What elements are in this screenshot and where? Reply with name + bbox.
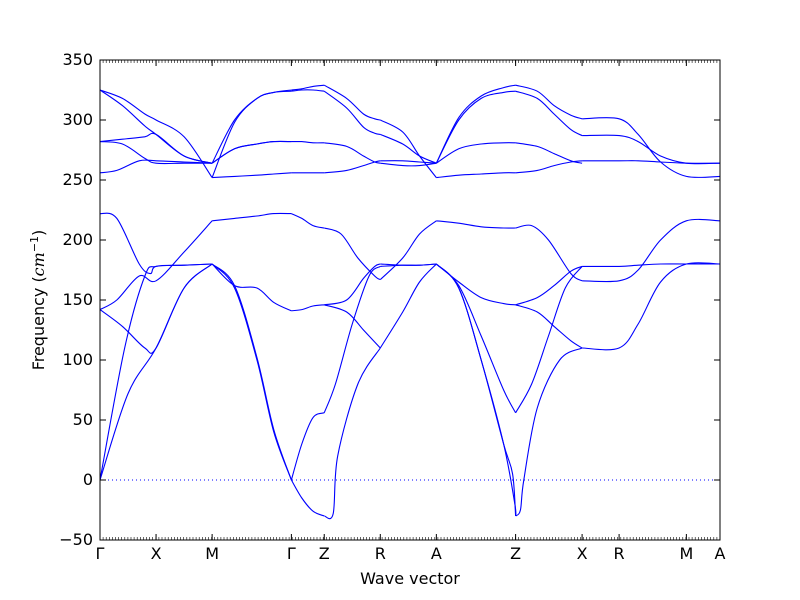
dispersion-branch-52	[435, 84, 516, 164]
dispersion-branch-19	[290, 479, 325, 517]
dispersion-branch-6	[99, 141, 213, 165]
dispersion-branch-49	[436, 142, 516, 164]
dispersion-branch-27	[324, 347, 381, 520]
kpoint-label: A	[715, 544, 726, 563]
dispersion-branch-54	[515, 266, 583, 414]
kpoint-label: A	[431, 544, 442, 563]
dispersion-branch-22	[291, 213, 325, 229]
y-axis-label-close: )	[29, 230, 48, 236]
dispersion-branch-42	[380, 133, 437, 164]
kpoint-label: Γ	[96, 544, 105, 563]
dispersion-branch-10	[211, 263, 292, 481]
y-tick-label: 200	[62, 230, 93, 249]
dispersion-branch-39	[380, 263, 437, 266]
dispersion-branch-40	[380, 160, 437, 164]
kpoint-label: X	[577, 544, 588, 563]
dispersion-branch-7	[99, 132, 213, 164]
dispersion-branch-15	[211, 140, 292, 164]
dispersion-branch-5	[99, 159, 213, 174]
dispersion-branch-63	[582, 218, 721, 283]
kpoint-label: M	[205, 544, 219, 563]
y-tick-label: 0	[83, 470, 93, 489]
dispersion-branch-46	[435, 263, 517, 414]
dispersion-branch-30	[324, 304, 381, 349]
dispersion-branch-64	[582, 263, 720, 268]
dispersion-branch-60	[515, 90, 583, 137]
dispersion-branch-55	[515, 304, 583, 349]
dispersion-branch-34	[323, 90, 381, 135]
dispersion-branch-9	[99, 89, 213, 178]
kpoint-label: M	[679, 544, 693, 563]
dispersion-branch-56	[515, 265, 583, 306]
dispersion-branch-16	[212, 172, 292, 179]
y-axis-ticks: −50 0 50 100 150 200 250 300 350	[59, 50, 720, 549]
y-tick-label: 250	[62, 170, 93, 189]
y-tick-label: 150	[62, 290, 93, 309]
dispersion-branch-36	[379, 263, 437, 349]
y-tick-label: 350	[62, 50, 93, 69]
x-axis-label: Wave vector	[360, 569, 460, 588]
kpoint-label: R	[375, 544, 386, 563]
dispersion-branch-45	[435, 263, 517, 517]
y-tick-label: 300	[62, 110, 93, 129]
dispersion-branch-32	[324, 160, 381, 174]
dispersion-branch-13	[212, 212, 292, 222]
y-tick-label: −50	[59, 530, 93, 549]
dispersion-branch-25	[291, 89, 325, 92]
dispersion-branch-4	[99, 212, 213, 275]
plot-frame	[99, 59, 721, 541]
y-axis-label-exponent: −1	[28, 236, 41, 252]
kpoint-label: X	[151, 544, 162, 563]
dispersion-branch-58	[515, 160, 583, 174]
dispersion-branch-48	[436, 220, 516, 229]
dispersion-branch-41	[380, 162, 437, 167]
dispersion-branch-47	[436, 263, 516, 306]
dispersion-branch-23	[291, 140, 325, 144]
dispersion-branch-59	[515, 142, 583, 164]
dispersion-branch-28	[323, 265, 381, 413]
dispersion-branch-11	[211, 263, 292, 481]
dispersion-branch-50	[436, 172, 516, 179]
dispersion-branch-51	[435, 90, 516, 164]
y-axis-label-unit: cm	[29, 252, 48, 276]
dispersion-branch-38	[379, 220, 437, 280]
dispersion-branch-35	[323, 84, 381, 121]
y-axis-label-main: Frequency (	[29, 276, 48, 370]
dispersion-branch-66	[582, 134, 721, 165]
dispersion-branch-20	[290, 412, 325, 481]
y-axis-label: Frequency (cm−1)	[28, 230, 48, 371]
dispersion-branch-18	[211, 89, 292, 178]
dispersion-curves	[99, 84, 721, 520]
dispersion-branch-61	[515, 84, 583, 120]
kpoint-label: Z	[319, 544, 330, 563]
dispersion-branch-26	[291, 84, 325, 91]
dispersion-branch-62	[582, 262, 721, 351]
dispersion-branch-8	[99, 89, 213, 164]
dispersion-branch-33	[324, 142, 381, 164]
dispersion-branch-65	[582, 160, 721, 164]
dispersion-branch-29	[324, 263, 381, 306]
dispersion-branch-2	[99, 263, 213, 354]
kpoint-label: R	[614, 544, 625, 563]
dispersion-branch-31	[324, 227, 381, 281]
kpoint-label: Z	[510, 544, 521, 563]
dispersion-branch-3	[99, 220, 213, 311]
dispersion-branch-21	[291, 304, 325, 312]
dispersion-branch-57	[515, 224, 583, 282]
dispersion-branch-12	[211, 263, 292, 312]
dispersion-branch-1	[99, 263, 213, 481]
y-tick-label: 100	[62, 350, 93, 369]
dispersion-branch-67	[582, 117, 721, 179]
y-tick-label: 50	[73, 410, 93, 429]
dispersion-branch-53	[515, 347, 583, 517]
dispersion-branch-0	[99, 263, 213, 481]
dispersion-branch-43	[380, 119, 437, 178]
kpoint-label: Γ	[287, 544, 296, 563]
